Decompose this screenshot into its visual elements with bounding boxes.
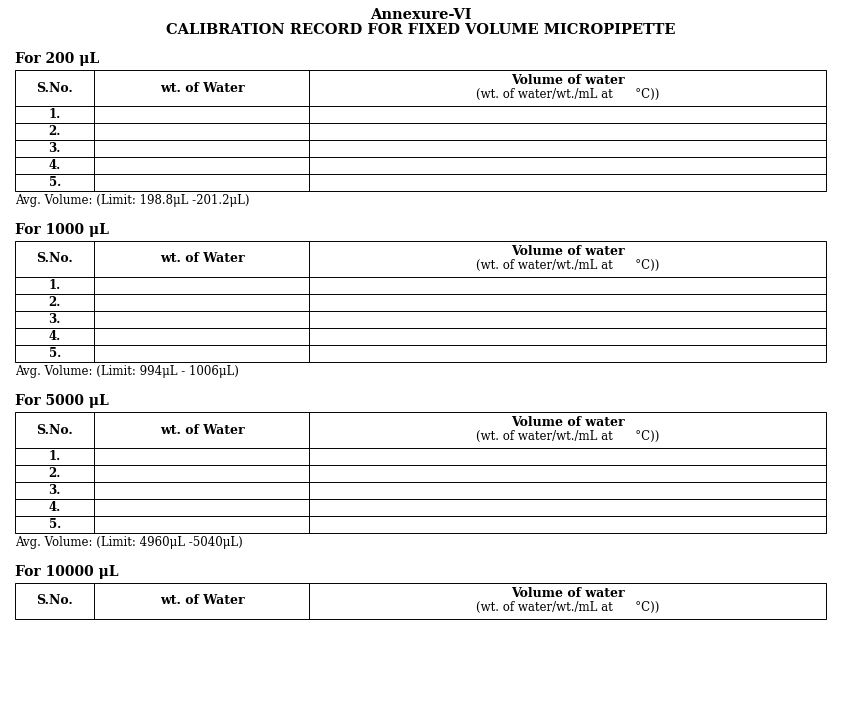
Text: (wt. of water/wt./mL at      °C)): (wt. of water/wt./mL at °C)) — [476, 259, 659, 272]
Text: 5.: 5. — [49, 176, 61, 189]
Text: (wt. of water/wt./mL at      °C)): (wt. of water/wt./mL at °C)) — [476, 430, 659, 443]
Text: Avg. Volume: (Limit: 4960μL -5040μL): Avg. Volume: (Limit: 4960μL -5040μL) — [15, 536, 243, 549]
Text: 4.: 4. — [49, 330, 61, 343]
Text: (wt. of water/wt./mL at      °C)): (wt. of water/wt./mL at °C)) — [476, 601, 659, 614]
Bar — [15, 241, 826, 362]
Text: For 1000 μL: For 1000 μL — [15, 223, 108, 237]
Text: Volume of water: Volume of water — [510, 417, 625, 430]
Text: For 200 μL: For 200 μL — [15, 52, 99, 66]
Text: 1.: 1. — [49, 108, 61, 121]
Text: Avg. Volume: (Limit: 198.8μL -201.2μL): Avg. Volume: (Limit: 198.8μL -201.2μL) — [15, 194, 250, 207]
Text: 3.: 3. — [49, 484, 61, 497]
Text: 5.: 5. — [49, 347, 61, 360]
Text: S.No.: S.No. — [36, 594, 73, 607]
Text: 1.: 1. — [49, 450, 61, 463]
Text: Volume of water: Volume of water — [510, 245, 625, 258]
Text: Annexure-VI: Annexure-VI — [370, 8, 471, 22]
Text: For 10000 μL: For 10000 μL — [15, 565, 119, 579]
Text: 4.: 4. — [49, 159, 61, 172]
Text: 2.: 2. — [49, 125, 61, 138]
Text: S.No.: S.No. — [36, 253, 73, 266]
Text: 3.: 3. — [49, 142, 61, 155]
Bar — [15, 70, 826, 191]
Text: Volume of water: Volume of water — [510, 74, 625, 87]
Text: (wt. of water/wt./mL at      °C)): (wt. of water/wt./mL at °C)) — [476, 88, 659, 101]
Text: S.No.: S.No. — [36, 82, 73, 95]
Text: CALIBRATION RECORD FOR FIXED VOLUME MICROPIPETTE: CALIBRATION RECORD FOR FIXED VOLUME MICR… — [166, 23, 675, 37]
Text: Avg. Volume: (Limit: 994μL - 1006μL): Avg. Volume: (Limit: 994μL - 1006μL) — [15, 365, 239, 378]
Text: Volume of water: Volume of water — [510, 587, 625, 600]
Text: 5.: 5. — [49, 518, 61, 531]
Text: For 5000 μL: For 5000 μL — [15, 394, 108, 408]
Text: S.No.: S.No. — [36, 424, 73, 437]
Text: 1.: 1. — [49, 279, 61, 292]
Text: wt. of Water: wt. of Water — [160, 594, 244, 607]
Text: wt. of Water: wt. of Water — [160, 82, 244, 95]
Bar — [15, 412, 826, 533]
Text: 4.: 4. — [49, 501, 61, 514]
Bar — [15, 583, 826, 619]
Text: wt. of Water: wt. of Water — [160, 424, 244, 437]
Text: wt. of Water: wt. of Water — [160, 253, 244, 266]
Text: 2.: 2. — [49, 467, 61, 480]
Text: 2.: 2. — [49, 296, 61, 309]
Text: 3.: 3. — [49, 313, 61, 326]
